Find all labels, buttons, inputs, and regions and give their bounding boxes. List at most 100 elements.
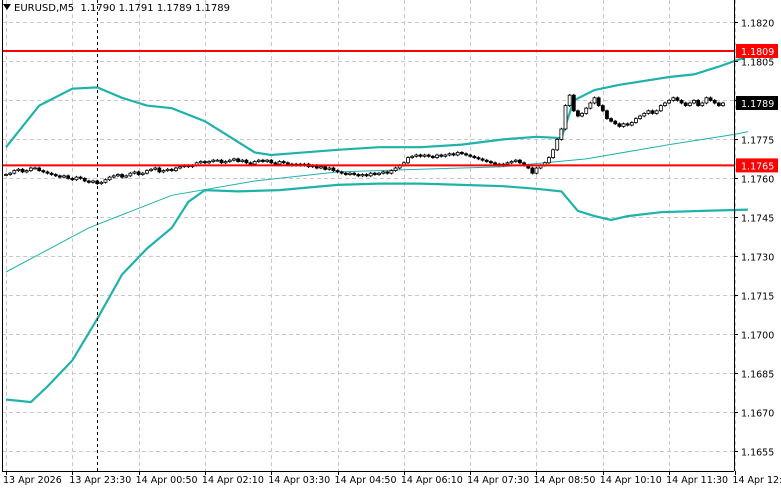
candle [70,177,75,182]
candle-body [712,99,717,104]
candle [149,168,153,172]
candle-body [646,110,651,114]
candle [435,153,439,159]
candle-body [472,155,477,159]
candle [518,158,522,165]
candle-body [149,168,153,172]
candle-body [227,159,232,162]
candle-body [352,172,357,175]
candle [617,122,622,128]
time-axis-labels: 13 Apr 2026 13 Apr 23:30 14 Apr 00:50 14 Ap… [3,471,781,486]
candle-body [4,174,8,176]
candle-body [708,97,713,101]
candle-body [600,105,605,112]
candle [174,166,178,172]
candle-body [261,159,265,162]
candle [563,104,568,131]
candle [646,109,651,115]
candle [650,109,655,115]
y-tick-label: 1.1805 [741,57,774,68]
candle-body [414,154,419,157]
x-tick-label: 14 Apr 08:50 [533,475,595,486]
candle [675,96,680,102]
current-price-tag-background [736,95,778,110]
candle [621,122,626,128]
level-price-tag-background [736,43,778,58]
candle [111,174,116,179]
candle [28,166,33,172]
candle-body [145,170,149,174]
horizontal-levels[interactable] [2,49,734,167]
candle-body [348,172,352,175]
candle-body [277,161,282,165]
chart-header: EURUSD,M5 1.1790 1.1791 1.1789 1.1789 [3,3,230,14]
candle [712,99,717,105]
candle-body [16,168,21,172]
candle [8,171,13,176]
candle-body [256,159,261,162]
candle [62,174,66,179]
candle-body [99,181,104,185]
x-tick-label: 14 Apr 06:10 [401,475,463,486]
candle [671,96,676,102]
candle-body [360,174,365,177]
candle-body [530,167,535,174]
candle [360,173,365,178]
candle-body [107,176,112,181]
candle-body [132,171,137,174]
candle-body [53,174,58,177]
candle-body [439,154,444,157]
candle-body [8,172,13,175]
y-tick-label: 1.1670 [741,408,774,419]
candle [211,158,216,163]
candle [551,148,555,159]
x-tick-label: 14 Apr 03:30 [268,475,330,486]
candle [692,99,696,105]
candle-body [654,110,659,114]
candle [609,117,613,123]
y-tick-label: 1.1820 [741,18,774,29]
candle [576,109,580,118]
candle [605,109,609,120]
candle [53,173,58,178]
candle [356,173,361,178]
candle [530,166,535,175]
dropdown-triangle-icon[interactable] [3,4,11,10]
x-tick-label: 14 Apr 04:50 [335,475,397,486]
candle-body [625,123,630,126]
candle [513,158,518,163]
candle [584,106,589,115]
candle-body [547,157,551,164]
candle-body [609,118,613,122]
candle [74,175,79,182]
candle [140,171,145,176]
candle-body [45,171,50,174]
candle [426,153,431,158]
x-tick-label: 14 Apr 02:10 [202,475,264,486]
candle [663,101,667,107]
candle [20,168,25,174]
candle [169,168,174,172]
candle [244,158,249,165]
candle [327,166,332,171]
candle [219,158,224,165]
candle [103,178,108,184]
candle-body [563,105,568,130]
candle [696,99,701,107]
candle-body [406,157,410,164]
candle-body [78,176,83,179]
candle [95,179,100,185]
candle-body [323,166,328,170]
bollinger-lower-line [5,182,748,404]
candle-body [66,175,71,179]
current-price-tag-label: 1.1789 [741,99,774,110]
x-tick-label: 14 Apr 07:30 [467,475,529,486]
candle-body [489,161,493,164]
candle-body [331,167,336,172]
candle [207,160,211,165]
candle [57,174,62,179]
candle-body [555,139,560,151]
candle-body [464,153,468,156]
candle-body [223,161,228,164]
